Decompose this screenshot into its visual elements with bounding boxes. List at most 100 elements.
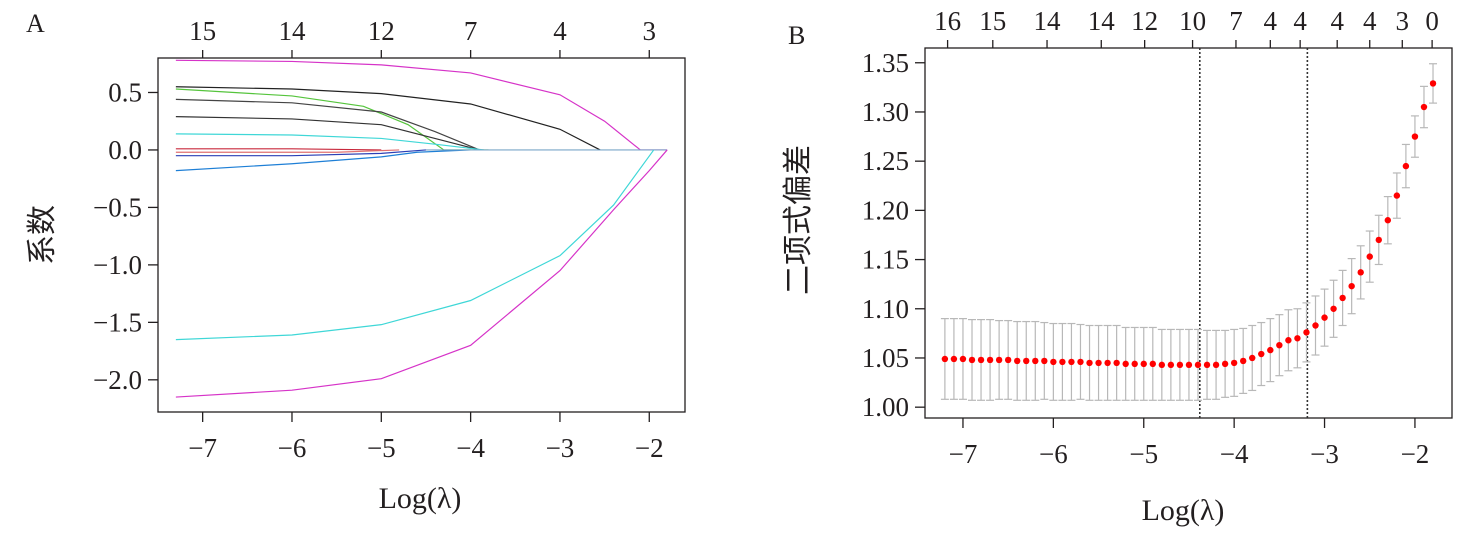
deviance-point xyxy=(995,356,1003,364)
panel-a-y-tick-label: −2.0 xyxy=(93,365,142,395)
panel-b-top-tick-label: 12 xyxy=(1131,6,1158,36)
panel-a-top-tick-label: 12 xyxy=(368,16,395,46)
panel-a-y-tick-label: 0.5 xyxy=(108,77,142,107)
deviance-point xyxy=(1050,358,1057,366)
coefficient-path-9 xyxy=(175,149,427,157)
panel-a-plot-frame xyxy=(157,57,686,413)
deviance-point xyxy=(1095,359,1102,367)
deviance-point xyxy=(1041,357,1048,365)
deviance-point xyxy=(1122,360,1129,368)
deviance-point xyxy=(1402,162,1410,170)
panel-b-y-tick-label: 1.20 xyxy=(862,195,909,225)
panel-b-y-tick-label: 1.00 xyxy=(862,392,909,422)
deviance-point xyxy=(1330,305,1337,312)
panel-b-label: B xyxy=(788,21,805,50)
panel-a-top-tick-label: 14 xyxy=(278,16,306,46)
deviance-point xyxy=(1068,358,1075,366)
deviance-point xyxy=(1258,350,1265,358)
panel-b-xlabel: Log(λ) xyxy=(1142,494,1225,527)
deviance-point xyxy=(1086,359,1093,367)
deviance-point xyxy=(1167,361,1175,369)
deviance-point xyxy=(1267,346,1274,354)
panel-a-y-tick-label: −1.5 xyxy=(93,307,142,337)
panel-b-y-tick-label: 1.25 xyxy=(862,146,909,176)
panel-b-top-tick-label: 3 xyxy=(1396,6,1410,36)
panel-a-x-tick-label: −6 xyxy=(278,433,307,463)
panel-a-y-tick-label: −0.5 xyxy=(93,192,142,222)
deviance-point xyxy=(1375,236,1382,244)
deviance-point xyxy=(1303,329,1310,336)
panel-a-ylabel: 系数 xyxy=(26,205,59,265)
deviance-point xyxy=(1285,337,1292,344)
panel-b-top-tick-label: 4 xyxy=(1330,6,1344,36)
panel-b-x-tick-label: −4 xyxy=(1220,439,1249,469)
deviance-point xyxy=(1384,217,1392,224)
coefficient-path-12 xyxy=(175,149,655,341)
panel-b-top-tick-label: 0 xyxy=(1425,6,1439,36)
coefficient-path-4 xyxy=(175,98,480,151)
panel-a-x-tick-label: −7 xyxy=(188,433,217,463)
deviance-point xyxy=(1140,360,1147,368)
panel-b-top-tick-label: 15 xyxy=(979,6,1006,36)
panel-b-top-tick-label: 7 xyxy=(1229,6,1243,36)
panel-a-y-tick-label: 0.0 xyxy=(108,135,142,165)
deviance-point xyxy=(1294,335,1301,342)
panel-b-ylabel: 二项式偏差 xyxy=(782,145,815,295)
deviance-point xyxy=(1032,357,1039,365)
panel-b-x-tick-label: −7 xyxy=(949,439,978,469)
deviance-point xyxy=(1203,361,1211,369)
panel-a-x-tick-label: −4 xyxy=(456,433,485,463)
panel-b-y-tick-label: 1.15 xyxy=(862,245,909,275)
deviance-point xyxy=(1429,80,1437,87)
panel-b-y-tick-label: 1.30 xyxy=(862,97,909,127)
deviance-point xyxy=(1149,360,1156,368)
deviance-point xyxy=(959,355,967,363)
coefficient-path-6 xyxy=(175,133,485,151)
deviance-point xyxy=(1348,282,1355,290)
deviance-point xyxy=(1276,341,1283,349)
panel-a-x-tick-label: −3 xyxy=(546,433,575,463)
panel-b-x-tick-label: −2 xyxy=(1401,439,1430,469)
coefficient-path-5 xyxy=(175,116,480,151)
panel-a-top-tick-label: 3 xyxy=(643,16,657,46)
deviance-point xyxy=(1249,354,1256,362)
panel-b-y-tick-label: 1.35 xyxy=(862,48,909,78)
panel-a-top-tick-label: 15 xyxy=(189,16,216,46)
panel-b-cv-deviance: B Log(λ) 二项式偏差 −7 −6 −5 −4 −3 −2 1.00 1.05 1.10 1… xyxy=(782,6,1453,527)
deviance-point xyxy=(1158,361,1166,369)
panel-a-label: A xyxy=(26,9,45,38)
panel-b-top-tick-label: 4 xyxy=(1264,6,1278,36)
panel-b-top-tick-label: 14 xyxy=(1034,6,1062,36)
panel-a-y-tick-label: −1.0 xyxy=(93,250,142,280)
deviance-point xyxy=(968,356,976,364)
deviance-point xyxy=(1004,356,1012,364)
panel-a-x-tick-label: −5 xyxy=(367,433,396,463)
deviance-point xyxy=(1077,358,1084,366)
deviance-point xyxy=(1014,357,1021,365)
deviance-point xyxy=(950,355,958,363)
panel-b-plot-frame xyxy=(924,47,1453,419)
panel-b-y-tick-label: 1.05 xyxy=(862,343,909,373)
panel-b-top-tick-label: 16 xyxy=(934,6,961,36)
coefficient-path-1 xyxy=(175,59,668,151)
deviance-point xyxy=(1176,361,1184,369)
coefficient-path-8 xyxy=(175,149,400,153)
panel-b-top-tick-label: 4 xyxy=(1363,6,1377,36)
panel-b-x-tick-label: −5 xyxy=(1129,439,1158,469)
panel-b-top-tick-label: 14 xyxy=(1088,6,1116,36)
deviance-point xyxy=(1059,358,1066,366)
deviance-point xyxy=(1357,269,1364,276)
panel-b-x-tick-label: −3 xyxy=(1310,439,1339,469)
deviance-point xyxy=(1230,359,1238,367)
deviance-point xyxy=(1104,359,1111,367)
coefficient-path-7 xyxy=(175,148,382,151)
deviance-point xyxy=(941,355,949,363)
coefficient-path-2 xyxy=(175,86,601,151)
panel-a-x-tick-label: −2 xyxy=(635,433,664,463)
deviance-point xyxy=(1339,294,1346,302)
deviance-point xyxy=(1393,192,1401,199)
deviance-point xyxy=(1366,253,1373,260)
panel-a-coefficient-paths: A Log(λ) 系数 −7 −6 −5 −4 −3 −2 0.5 0.0 −0.5 −1.0 −1… xyxy=(26,9,686,515)
deviance-point xyxy=(1239,357,1247,365)
